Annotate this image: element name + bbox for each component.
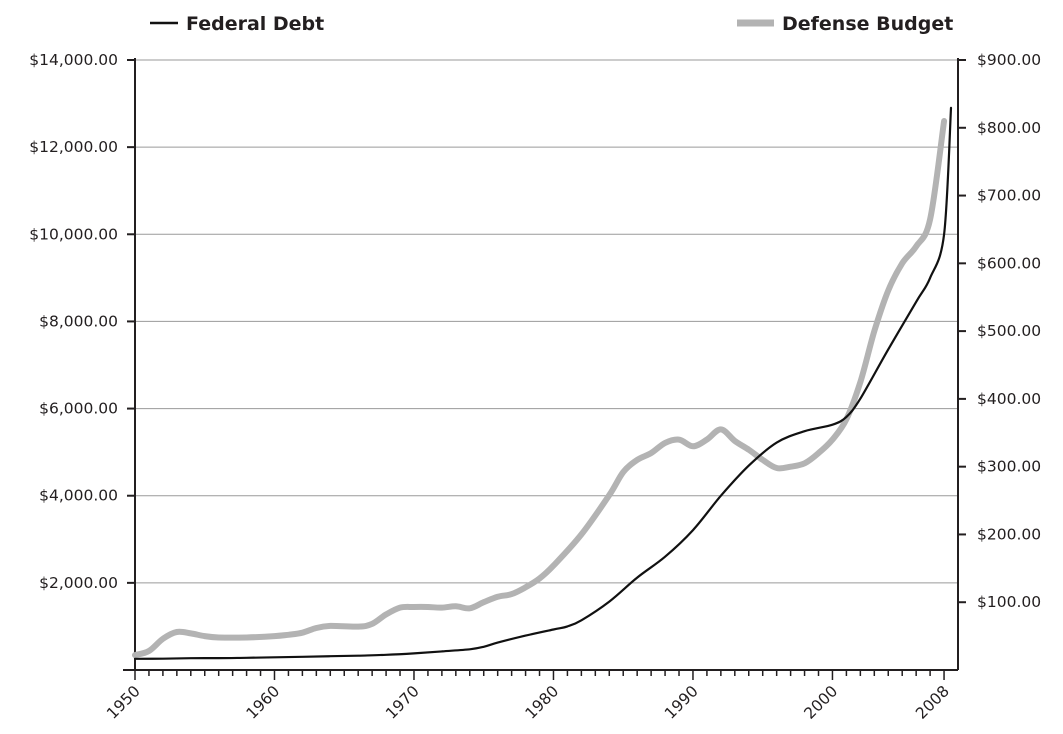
y-left-tick-label: $14,000.00 — [29, 51, 118, 69]
y-left-tick-label: $10,000.00 — [29, 225, 118, 243]
x-tick-label: 1990 — [661, 682, 702, 723]
grid-lines — [135, 59, 958, 584]
x-tick-label: 1980 — [522, 682, 563, 723]
x-tick-label: 1970 — [382, 682, 423, 723]
y-left-tick-label: $6,000.00 — [39, 400, 118, 418]
y-right-tick-label: $600.00 — [977, 254, 1041, 272]
y-right-tick-label: $100.00 — [977, 593, 1041, 611]
x-tick-label: 2008 — [912, 682, 953, 723]
x-tick-label: 2000 — [801, 682, 842, 723]
y-right-tick-label: $900.00 — [977, 51, 1041, 69]
tick-labels: $2,000.00 $4,000.00 $6,000.00 $8,000.00 $10,… — [29, 51, 1041, 723]
y-right-tick-label: $400.00 — [977, 390, 1041, 408]
y-left-tick-label: $2,000.00 — [39, 574, 118, 592]
series-group — [132, 106, 953, 660]
x-tick-label: 1960 — [243, 682, 284, 723]
y-right-tick-label: $800.00 — [977, 119, 1041, 137]
legend-label-defense-budget: Defense Budget — [782, 13, 953, 35]
y-right-tick-label: $700.00 — [977, 187, 1041, 205]
axes — [123, 58, 966, 680]
legend: Federal Debt Defense Budget — [150, 13, 953, 35]
y-right-tick-label: $200.00 — [977, 525, 1041, 543]
y-left-tick-label: $12,000.00 — [29, 138, 118, 156]
x-tick-label: 1950 — [103, 682, 144, 723]
series-line-defense-budget — [132, 118, 948, 659]
y-right-tick-label: $300.00 — [977, 458, 1041, 476]
y-left-tick-label: $8,000.00 — [39, 312, 118, 330]
series-line-federal-debt — [133, 106, 953, 660]
legend-label-federal-debt: Federal Debt — [186, 13, 324, 35]
y-left-tick-label: $4,000.00 — [39, 487, 118, 505]
y-right-tick-label: $500.00 — [977, 322, 1041, 340]
